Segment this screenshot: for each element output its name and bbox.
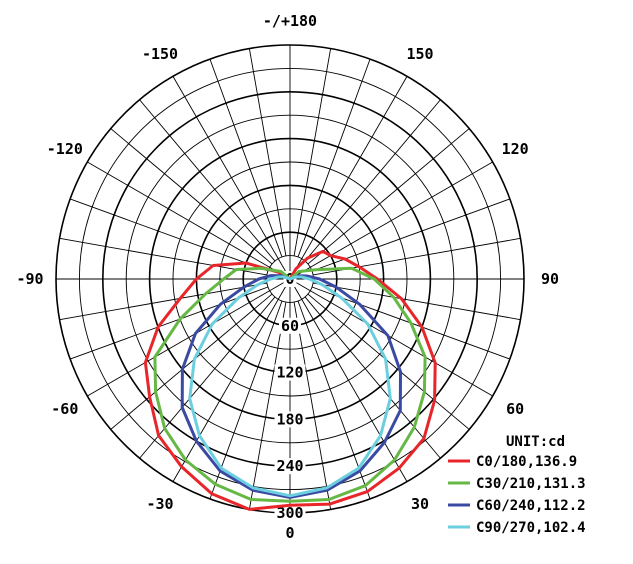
- radial-label-backdrop: [274, 364, 306, 381]
- grid-spoke: [289, 278, 493, 397]
- angle-tick-label: 60: [506, 400, 524, 418]
- grid-spoke: [110, 293, 273, 430]
- grid-spoke: [289, 161, 493, 280]
- angle-tick-label: 30: [411, 495, 429, 513]
- radial-tick-label: 300: [276, 504, 303, 522]
- legend-items: C0/180,136.9 C30/210,131.3 C60/240,112.2 C9…: [448, 454, 586, 536]
- grid-spoke: [304, 99, 441, 262]
- grid-spoke: [293, 48, 332, 257]
- grid-spoke: [139, 296, 276, 459]
- angle-tick-labels: 0 30 60 90 120 150 -/+180 -150 -120 -90 -60 -30: [16, 12, 559, 542]
- grid-spoke: [312, 282, 521, 321]
- angle-tick-label: 120: [502, 140, 529, 158]
- grid-spoke: [87, 161, 291, 280]
- grid-spoke: [69, 198, 269, 272]
- legend-label: C90/270,102.4: [476, 520, 586, 536]
- grid-spoke: [307, 128, 470, 265]
- grid-spoke: [209, 58, 283, 258]
- grid-spoke: [248, 301, 287, 510]
- angle-tick-label: 0: [285, 524, 294, 542]
- grid-spoke: [139, 99, 276, 262]
- unit-label: UNIT:cd: [506, 434, 565, 450]
- legend-label: C30/210,131.3: [476, 476, 586, 492]
- angle-tick-label: -60: [51, 400, 78, 418]
- grid-spoke: [87, 278, 291, 397]
- angle-tick-label: -150: [142, 45, 178, 63]
- grid-spoke: [289, 278, 408, 482]
- grid-spoke: [209, 300, 283, 500]
- grid-spoke: [172, 76, 291, 280]
- legend: UNIT:cd C0/180,136.9 C30/210,131.3 C60/240…: [448, 434, 586, 536]
- radial-label-backdrop: [274, 505, 306, 521]
- series-curve-2: [180, 274, 402, 499]
- grid-spoke: [297, 300, 371, 500]
- grid-spoke: [311, 198, 511, 272]
- grid-spoke: [307, 293, 470, 430]
- radial-tick-label: 180: [276, 410, 303, 428]
- grid-spoke: [248, 48, 287, 257]
- angle-tick-label: -120: [47, 140, 83, 158]
- radial-tick-label: 60: [281, 317, 299, 335]
- grid-spoke: [69, 286, 269, 360]
- grid-spoke: [172, 278, 291, 482]
- radial-tick-label: 240: [276, 457, 303, 475]
- angle-tick-label: -/+180: [263, 12, 317, 30]
- angle-tick-label: 150: [406, 45, 433, 63]
- angle-tick-label: -30: [146, 495, 173, 513]
- grid-spoke: [297, 58, 371, 258]
- grid-spoke: [293, 301, 332, 510]
- legend-label: C0/180,136.9: [476, 454, 577, 470]
- radial-label-backdrop: [279, 317, 301, 334]
- legend-label: C60/240,112.2: [476, 498, 586, 514]
- series-curve-3: [188, 275, 392, 498]
- grid-spoke: [289, 76, 408, 280]
- radial-label-backdrop: [274, 458, 306, 475]
- intensity-curves: [143, 249, 437, 511]
- grid-spoke: [304, 296, 441, 459]
- radial-tick-label: 120: [276, 364, 303, 382]
- angle-tick-label: -90: [16, 270, 43, 288]
- angle-tick-label: 90: [541, 270, 559, 288]
- radial-label-backdrop: [274, 411, 306, 428]
- grid-spoke: [110, 128, 273, 265]
- series-curve-0: [143, 249, 437, 511]
- series-curve-1: [153, 266, 427, 503]
- grid-spoke: [59, 282, 268, 321]
- grid-spoke: [59, 237, 268, 276]
